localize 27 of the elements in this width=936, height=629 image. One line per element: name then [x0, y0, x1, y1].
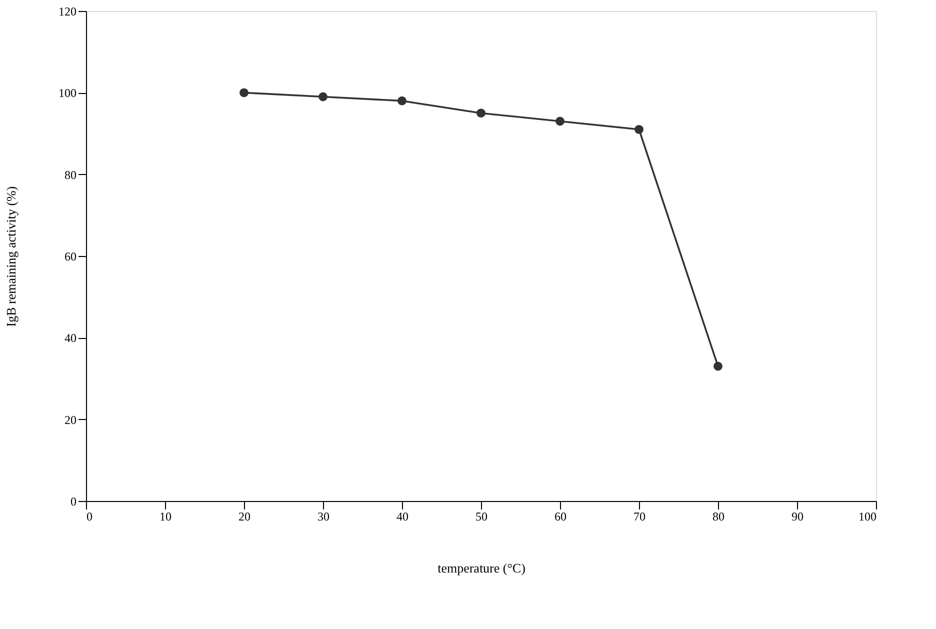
x-tick-label: 20: [238, 510, 250, 524]
point: [318, 92, 328, 102]
x-tick-label: 70: [634, 510, 646, 524]
x-tick-label: 60: [554, 510, 566, 524]
x-tick-label: 0: [86, 510, 92, 524]
point: [714, 362, 722, 371]
y-tick-label: 20: [64, 412, 76, 427]
x-tick-label: 10: [160, 510, 172, 524]
x-tick-label: 50: [476, 510, 488, 524]
point: [556, 116, 564, 126]
y-tick-label: 80: [64, 168, 76, 182]
x-axis-title: temperature (°C): [438, 560, 526, 576]
y-tick-label: 0: [70, 494, 76, 508]
x-tick-label: 100: [858, 510, 876, 524]
x-tick-label: 40: [396, 510, 408, 524]
x-tick-label: 80: [712, 510, 724, 524]
y-tick-label: 120: [58, 4, 76, 18]
point: [240, 88, 248, 98]
point: [398, 96, 406, 106]
point: [634, 124, 644, 134]
y-tick-label: 40: [64, 331, 76, 346]
x-tick-label: 30: [318, 510, 330, 524]
x-tick-label: 90: [792, 510, 804, 524]
y-axis-title: IgB remaining activity (%): [4, 186, 18, 327]
y-tick-label: 60: [64, 250, 76, 264]
y-tick-label: 100: [58, 86, 76, 100]
point: [476, 108, 486, 118]
